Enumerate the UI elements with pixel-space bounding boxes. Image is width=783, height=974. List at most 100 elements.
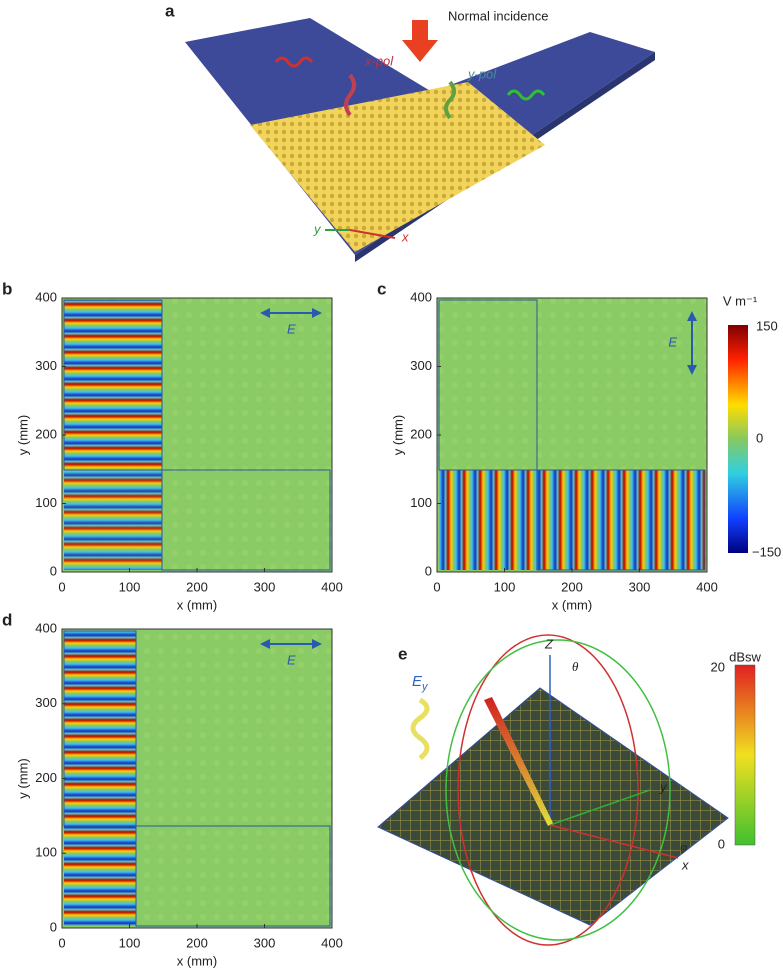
region [536, 469, 706, 571]
field-label: E [287, 321, 296, 336]
y-tick-label: 300 [410, 358, 432, 373]
x-tick-label: 0 [433, 579, 440, 594]
colorbar-tick: 150 [756, 318, 778, 333]
field-map [64, 470, 162, 570]
panel-label: e [398, 644, 407, 663]
y-tick-label: 300 [35, 695, 57, 710]
arrow-head [687, 311, 697, 321]
y-axis-label: y (mm) [15, 415, 30, 455]
axis [349, 229, 396, 239]
y-tick-label: 300 [35, 358, 57, 373]
arrow-head [312, 639, 322, 649]
colorbar-tick: 20 [711, 659, 725, 674]
axis-label: x [401, 229, 409, 244]
annotation: x-pol [364, 53, 394, 68]
field-label: E [287, 652, 296, 667]
x-tick-label: 400 [321, 579, 343, 594]
panel-e: e Z y x θ φ Ey dBsw 20 0 [377, 634, 762, 946]
pattern-cut [457, 634, 639, 946]
colorbar-unit: dBsw [729, 649, 761, 664]
field-label: E [668, 334, 677, 349]
region [438, 299, 538, 471]
panel-d [62, 629, 332, 928]
wave [274, 56, 314, 68]
axis [549, 789, 651, 826]
y-tick-label: 100 [35, 495, 57, 510]
annotation: y-pol [467, 66, 497, 81]
y-tick-label: 200 [410, 426, 432, 441]
x-tick-label: 200 [561, 579, 583, 594]
y-axis-label: y (mm) [390, 415, 405, 455]
field-label: Ey [412, 673, 429, 693]
x-tick-label: 400 [321, 935, 343, 950]
y-tick-label: 0 [425, 563, 432, 578]
y-axis-label: y (mm) [15, 758, 30, 798]
y-tick-label: 400 [35, 620, 57, 635]
arrow-head [312, 308, 322, 318]
panel-label: a [165, 1, 175, 20]
x-tick-label: 100 [119, 935, 141, 950]
colorbar-tick: 0 [756, 430, 763, 445]
x-tick-label: 400 [696, 579, 718, 594]
field-map [64, 826, 136, 926]
y-tick-label: 400 [410, 289, 432, 304]
panel-label: b [2, 279, 12, 298]
region [63, 299, 163, 471]
pattern-cut [445, 639, 671, 941]
x-axis-label: x (mm) [552, 597, 592, 612]
x-tick-label: 100 [119, 579, 141, 594]
y-tick-label: 200 [35, 770, 57, 785]
y-tick-label: 100 [35, 845, 57, 860]
annotation: Normal incidence [448, 8, 548, 23]
panel-b [62, 298, 332, 572]
colorbar [734, 664, 756, 846]
y-tick-label: 0 [50, 919, 57, 934]
region [135, 825, 331, 927]
x-axis-label: x (mm) [177, 597, 217, 612]
axis-label: y [313, 221, 322, 236]
beam [484, 697, 553, 826]
x-tick-label: 200 [186, 579, 208, 594]
panel-c [437, 298, 748, 572]
metasurface [377, 687, 729, 926]
arrow-head [260, 308, 270, 318]
axis-label: y [659, 779, 668, 794]
field-map [64, 300, 162, 470]
arrow-head [260, 639, 270, 649]
field-map [64, 631, 136, 826]
colorbar-unit: V m⁻¹ [723, 293, 758, 308]
metasurface [250, 82, 545, 252]
colorbar-tick: −150 [752, 544, 781, 559]
y-tick-label: 400 [35, 289, 57, 304]
x-tick-label: 300 [254, 935, 276, 950]
y-tick-label: 200 [35, 426, 57, 441]
y-tick-label: 0 [50, 563, 57, 578]
wave [506, 89, 546, 101]
wave [344, 73, 356, 117]
region [63, 630, 137, 827]
angle-label: φ [680, 839, 687, 854]
angle-label: θ [572, 659, 579, 674]
x-tick-label: 200 [186, 935, 208, 950]
region [161, 469, 331, 571]
x-axis-label: x (mm) [177, 953, 217, 968]
axis-label: x [681, 857, 689, 872]
x-tick-label: 300 [629, 579, 651, 594]
x-tick-label: 300 [254, 579, 276, 594]
x-tick-label: 0 [58, 579, 65, 594]
arrow-head [687, 365, 697, 375]
colorbar [728, 325, 748, 553]
field-map [439, 470, 705, 570]
x-tick-label: 100 [494, 579, 516, 594]
panel-label: c [377, 279, 386, 298]
wave [410, 697, 430, 761]
panel-label: d [2, 610, 12, 629]
panel-a: a Normal incidence x-pol y-pol y x [165, 1, 655, 262]
incidence-arrow [402, 20, 438, 62]
y-tick-label: 100 [410, 495, 432, 510]
axis-label: Z [544, 636, 554, 651]
colorbar-tick: 0 [718, 836, 725, 851]
x-tick-label: 0 [58, 935, 65, 950]
wave [444, 80, 456, 120]
